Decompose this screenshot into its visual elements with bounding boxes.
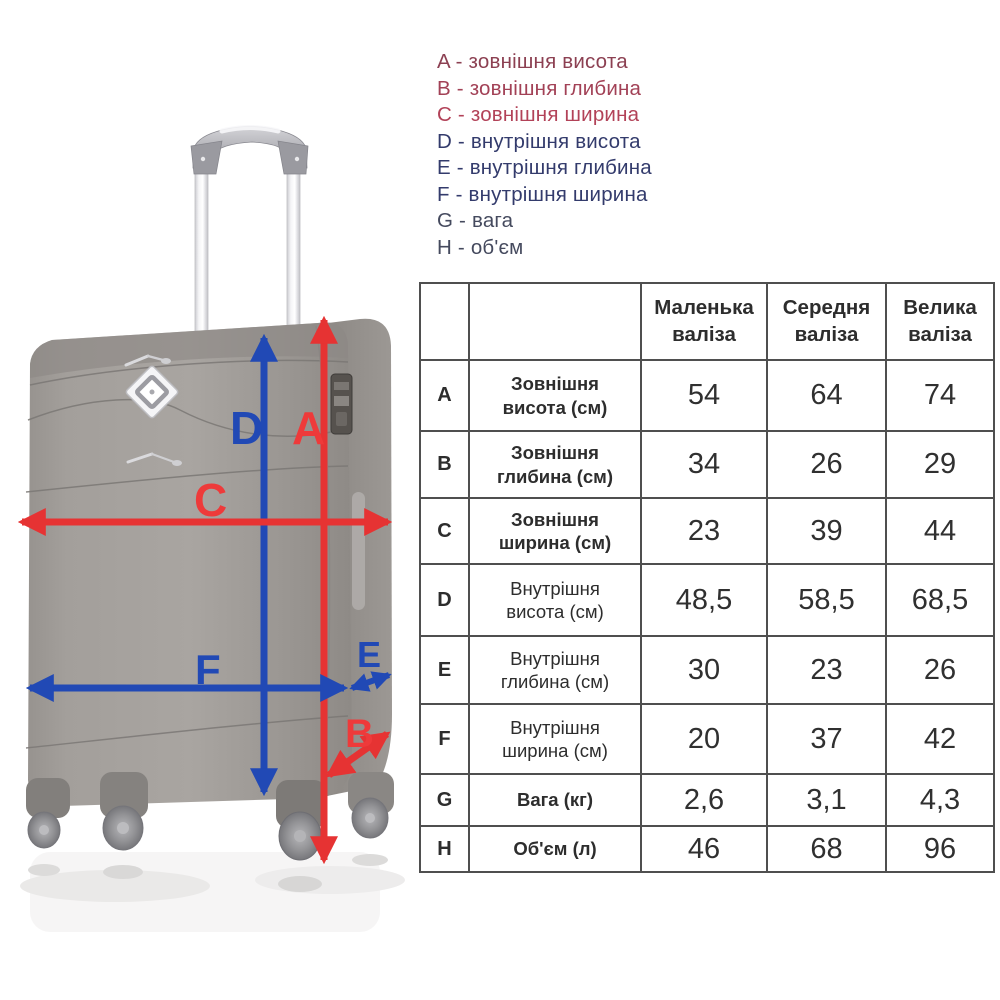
header-empty-cell [468,282,642,361]
row-label: Внутрішня висота (см) [468,563,642,637]
row-label: Зовнішня глибина (см) [468,430,642,499]
row-letter: C [419,497,470,565]
legend-line-A: A - зовнішня висота [437,50,628,73]
row-label: Вага (кг) [468,773,642,827]
value-large: 68,5 [885,563,995,637]
value-large: 96 [885,825,995,873]
label-D: D [230,402,263,454]
handle-tube-right [286,149,301,336]
zipper-pulls [124,354,182,466]
value-small: 23 [640,497,768,565]
value-medium: 64 [766,359,887,432]
value-large: 44 [885,497,995,565]
value-medium: 39 [766,497,887,565]
row-letter: F [419,703,470,775]
column-header-large: Велика валіза [885,282,995,361]
legend-line-F: F - внутрішня ширина [437,182,648,206]
label-F: F [195,646,221,693]
legend-line-G: G - вага [437,209,514,232]
side-carry-handle [352,492,365,610]
dimensions-table: Маленька валіза Середня валіза Велика ва… [419,282,995,873]
column-header-small: Маленька валіза [640,282,768,361]
legend-line-E: E - внутрішня глибина [437,156,652,179]
table-row-H: H Об'єм (л) 46 68 96 [419,825,995,873]
value-small: 2,6 [640,773,768,827]
legend-line-H: H - об'єм [437,235,524,259]
trolley-handle [190,125,309,336]
legend-line-B: B - зовнішня глибина [437,76,642,100]
floor-reflection [20,852,405,932]
value-small: 48,5 [640,563,768,637]
arrow-E-internal-depth [349,671,392,692]
dimension-legend: A - зовнішня висота B - зовнішня глибина… [437,49,652,261]
table-row-G: G Вага (кг) 2,6 3,1 4,3 [419,773,995,827]
row-label: Внутрішня ширина (см) [468,703,642,775]
value-medium: 23 [766,635,887,705]
brand-logo-diamond [125,365,179,419]
value-small: 54 [640,359,768,432]
value-medium: 3,1 [766,773,887,827]
row-letter: H [419,825,470,873]
suitcase-body [25,318,394,861]
row-letter: G [419,773,470,827]
row-letter: E [419,635,470,705]
column-header-medium: Середня валіза [766,282,887,361]
value-small: 30 [640,635,768,705]
value-medium: 68 [766,825,887,873]
row-label: Зовнішня висота (см) [468,359,642,432]
row-label: Зовнішня ширина (см) [468,497,642,565]
label-A: A [292,402,325,454]
label-B: B [345,712,374,756]
value-large: 26 [885,635,995,705]
table-row-D: D Внутрішня висота (см) 48,5 58,5 68,5 [419,563,995,637]
value-small: 20 [640,703,768,775]
handle-bracket-right [277,140,309,175]
value-medium: 37 [766,703,887,775]
arrow-B-external-depth [325,731,391,778]
value-medium: 26 [766,430,887,499]
table-row-A: A Зовнішня висота (см) 54 64 74 [419,359,995,432]
header-empty-cell [419,282,470,361]
row-letter: B [419,430,470,499]
table-row-B: B Зовнішня глибина (см) 34 26 29 [419,430,995,499]
label-E: E [357,634,381,675]
value-small: 46 [640,825,768,873]
table-row-F: F Внутрішня ширина (см) 20 37 42 [419,703,995,775]
row-letter: A [419,359,470,432]
value-small: 34 [640,430,768,499]
handle-bracket-left [190,140,223,175]
value-large: 74 [885,359,995,432]
suitcase-diagram: D A C F E B [17,125,405,932]
legend-line-C: C - зовнішня ширина [437,103,640,126]
value-medium: 58,5 [766,563,887,637]
suitcase-front-face [28,322,352,807]
row-letter: D [419,563,470,637]
combination-lock [330,373,353,435]
value-large: 4,3 [885,773,995,827]
handle-grip [192,126,308,169]
value-large: 29 [885,430,995,499]
table-row-E: E Внутрішня глибина (см) 30 23 26 [419,635,995,705]
legend-line-D: D - внутрішня висота [437,129,641,153]
arrow-labels: D A C F E B [194,402,381,756]
value-large: 42 [885,703,995,775]
row-label: Об'єм (л) [468,825,642,873]
row-label: Внутрішня глибина (см) [468,635,642,705]
dimension-arrows [17,315,393,865]
table-row-C: C Зовнішня ширина (см) 23 39 44 [419,497,995,565]
handle-tube-left [194,149,209,336]
table-header-row: Маленька валіза Середня валіза Велика ва… [419,282,995,361]
label-C: C [194,474,227,526]
